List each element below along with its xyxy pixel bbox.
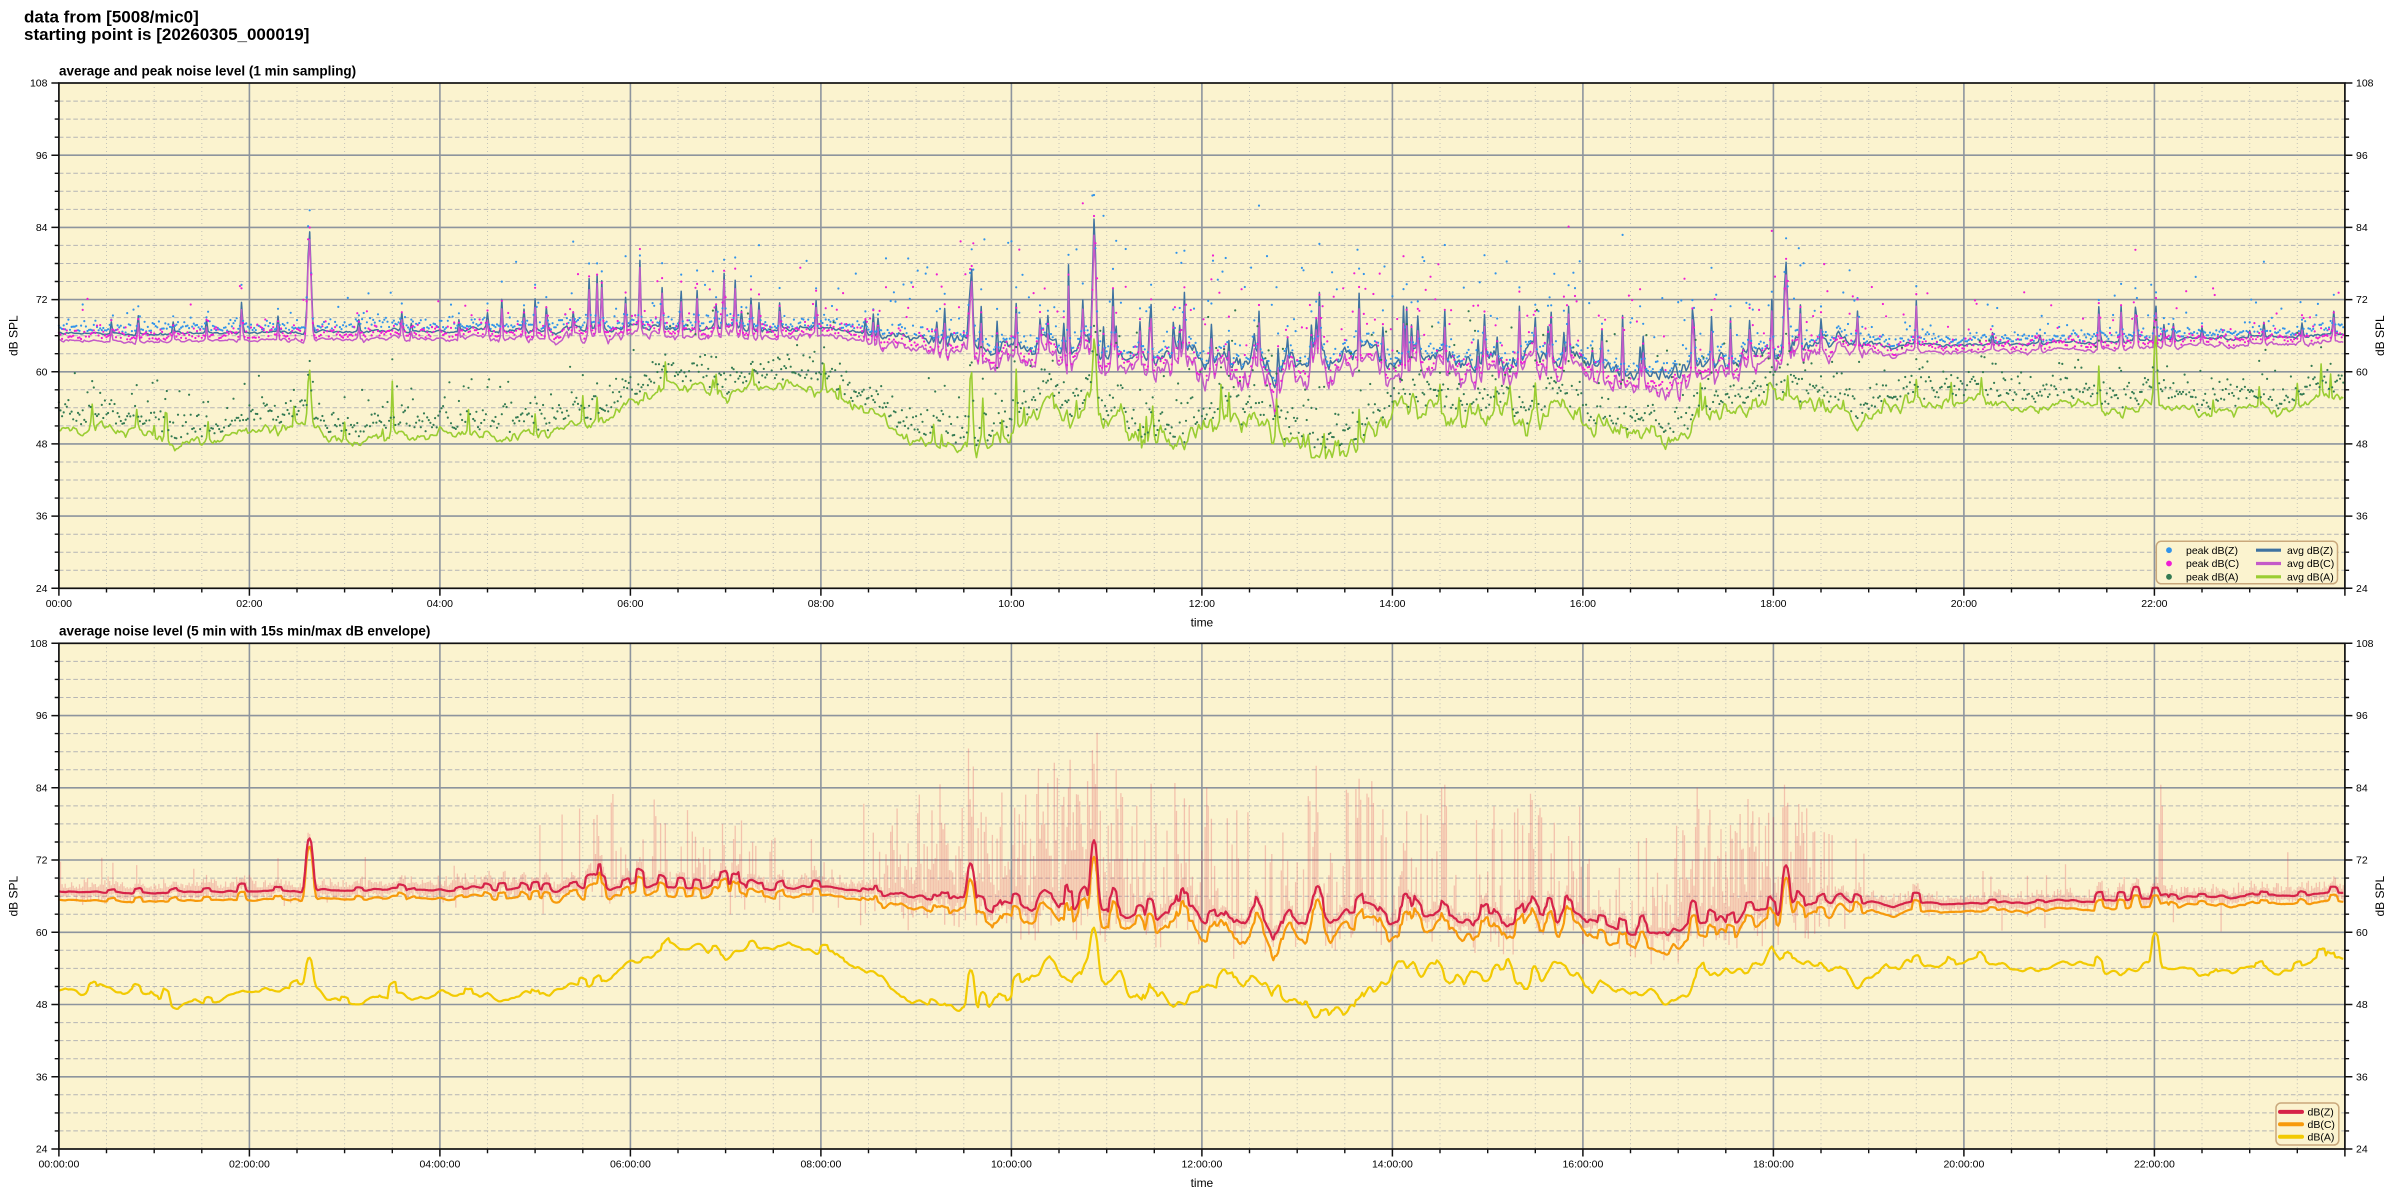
svg-text:time: time xyxy=(1191,1176,1214,1190)
svg-text:84: 84 xyxy=(2356,782,2368,794)
svg-text:24: 24 xyxy=(36,1144,48,1156)
svg-text:48: 48 xyxy=(36,439,48,451)
svg-text:36: 36 xyxy=(36,1071,48,1083)
svg-text:84: 84 xyxy=(2356,222,2368,234)
svg-text:48: 48 xyxy=(2356,999,2368,1011)
svg-text:time: time xyxy=(1191,615,1214,629)
svg-text:dB(C): dB(C) xyxy=(2308,1119,2335,1131)
svg-text:36: 36 xyxy=(2356,511,2368,523)
svg-text:data from [5008/mic0]: data from [5008/mic0] xyxy=(24,8,199,27)
svg-text:20:00: 20:00 xyxy=(1951,598,1977,610)
svg-text:peak dB(C): peak dB(C) xyxy=(2186,558,2239,570)
svg-text:08:00: 08:00 xyxy=(808,598,834,610)
svg-text:04:00: 04:00 xyxy=(427,598,453,610)
svg-text:avg dB(Z): avg dB(Z) xyxy=(2287,545,2333,557)
svg-text:02:00:00: 02:00:00 xyxy=(229,1159,270,1171)
svg-text:108: 108 xyxy=(2356,78,2374,90)
svg-text:average noise level (5 min wit: average noise level (5 min with 15s min/… xyxy=(59,624,430,639)
svg-text:08:00:00: 08:00:00 xyxy=(800,1159,841,1171)
svg-text:peak dB(Z): peak dB(Z) xyxy=(2186,545,2238,557)
svg-text:12:00: 12:00 xyxy=(1189,598,1215,610)
svg-text:36: 36 xyxy=(2356,1071,2368,1083)
svg-text:avg dB(C): avg dB(C) xyxy=(2287,558,2334,570)
svg-text:14:00: 14:00 xyxy=(1379,598,1405,610)
svg-text:10:00: 10:00 xyxy=(998,598,1024,610)
svg-text:20:00:00: 20:00:00 xyxy=(1943,1159,1984,1171)
svg-text:peak dB(A): peak dB(A) xyxy=(2186,572,2239,584)
svg-text:22:00:00: 22:00:00 xyxy=(2134,1159,2175,1171)
svg-text:starting point is [20260305_00: starting point is [20260305_000019] xyxy=(24,25,309,44)
svg-text:96: 96 xyxy=(2356,710,2368,722)
svg-text:dB SPL: dB SPL xyxy=(7,315,21,356)
svg-text:48: 48 xyxy=(2356,439,2368,451)
svg-text:06:00: 06:00 xyxy=(617,598,643,610)
svg-text:60: 60 xyxy=(36,366,48,378)
svg-text:14:00:00: 14:00:00 xyxy=(1372,1159,1413,1171)
svg-text:04:00:00: 04:00:00 xyxy=(419,1159,460,1171)
svg-text:dB(Z): dB(Z) xyxy=(2308,1107,2334,1119)
svg-text:dB SPL: dB SPL xyxy=(7,876,21,917)
svg-text:dB SPL: dB SPL xyxy=(2373,315,2387,356)
svg-text:108: 108 xyxy=(30,78,48,90)
svg-text:96: 96 xyxy=(2356,150,2368,162)
svg-text:36: 36 xyxy=(36,511,48,523)
svg-text:60: 60 xyxy=(2356,366,2368,378)
svg-text:72: 72 xyxy=(36,294,48,306)
svg-text:96: 96 xyxy=(36,150,48,162)
svg-text:10:00:00: 10:00:00 xyxy=(991,1159,1032,1171)
svg-text:96: 96 xyxy=(36,710,48,722)
svg-text:00:00:00: 00:00:00 xyxy=(38,1159,79,1171)
svg-text:24: 24 xyxy=(36,583,48,595)
svg-text:84: 84 xyxy=(36,222,48,234)
svg-text:06:00:00: 06:00:00 xyxy=(610,1159,651,1171)
svg-text:12:00:00: 12:00:00 xyxy=(1181,1159,1222,1171)
svg-text:24: 24 xyxy=(2356,583,2368,595)
svg-text:dB(A): dB(A) xyxy=(2308,1131,2335,1143)
svg-text:average and peak noise level (: average and peak noise level (1 min samp… xyxy=(59,64,356,79)
svg-text:60: 60 xyxy=(2356,927,2368,939)
svg-text:108: 108 xyxy=(30,638,48,650)
svg-text:60: 60 xyxy=(36,927,48,939)
svg-text:22:00: 22:00 xyxy=(2141,598,2167,610)
svg-text:avg dB(A): avg dB(A) xyxy=(2287,572,2334,584)
svg-text:24: 24 xyxy=(2356,1144,2368,1156)
svg-text:18:00: 18:00 xyxy=(1760,598,1786,610)
svg-text:108: 108 xyxy=(2356,638,2374,650)
svg-text:72: 72 xyxy=(2356,855,2368,867)
svg-text:84: 84 xyxy=(36,782,48,794)
svg-text:16:00: 16:00 xyxy=(1570,598,1596,610)
svg-text:dB SPL: dB SPL xyxy=(2373,876,2387,917)
svg-text:18:00:00: 18:00:00 xyxy=(1753,1159,1794,1171)
svg-text:02:00: 02:00 xyxy=(236,598,262,610)
svg-text:72: 72 xyxy=(2356,294,2368,306)
svg-text:00:00: 00:00 xyxy=(46,598,72,610)
svg-text:72: 72 xyxy=(36,855,48,867)
svg-text:48: 48 xyxy=(36,999,48,1011)
svg-text:16:00:00: 16:00:00 xyxy=(1562,1159,1603,1171)
